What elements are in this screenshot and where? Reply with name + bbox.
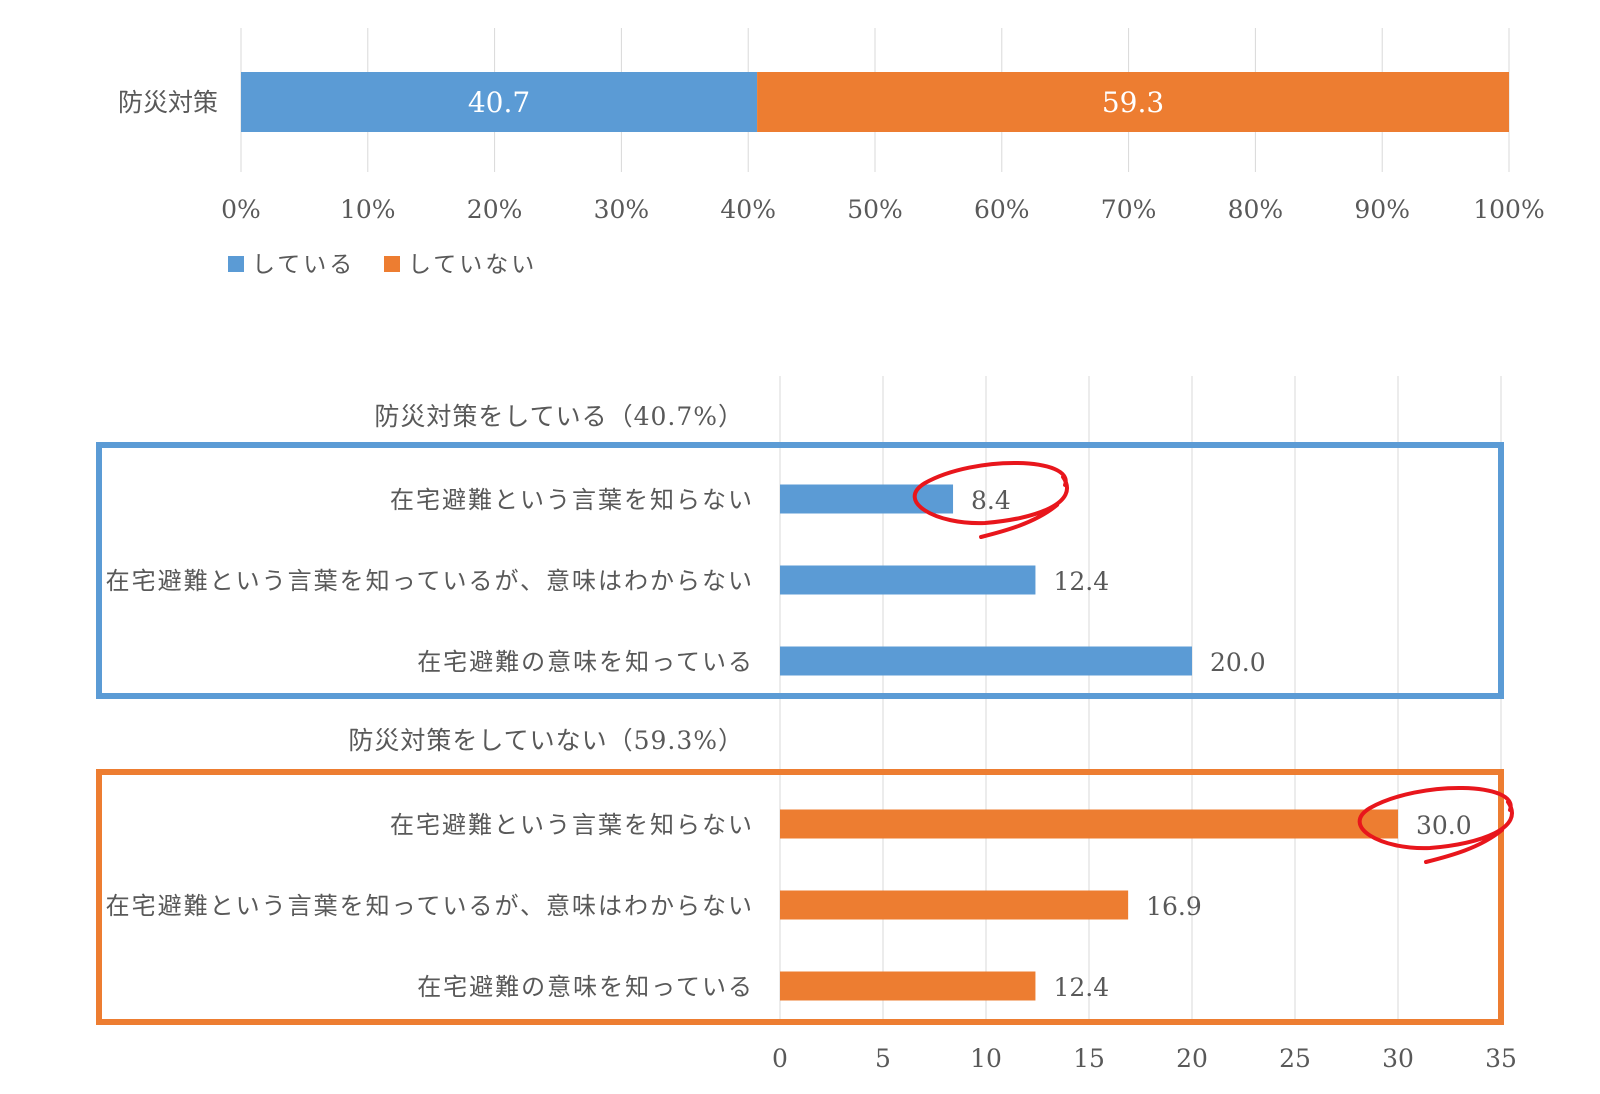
stacked-bar-chart: 0% 10% 20% 30% 40% 50% 60% 70% 80% 90% 100% 防災対策 40.… <box>118 28 1545 278</box>
bar <box>780 646 1192 676</box>
category-label: 在宅避難という言葉を知らない <box>390 486 754 514</box>
x-tick-label: 30 <box>1382 1044 1414 1073</box>
x-tick-label: 80% <box>1228 195 1284 224</box>
group-box <box>96 442 1504 699</box>
x-tick-label: 10% <box>340 195 396 224</box>
category-label: 在宅避難という言葉を知っているが、意味はわからない <box>106 892 754 920</box>
x-tick-label: 0% <box>221 195 261 224</box>
x-tick-label: 20 <box>1176 1044 1208 1073</box>
bar <box>780 484 954 514</box>
bar <box>780 971 1036 1001</box>
group-header: 防災対策をしていない（59.3%） <box>348 726 744 755</box>
x-tick-label: 15 <box>1073 1044 1105 1073</box>
x-tick-label: 10 <box>970 1044 1002 1073</box>
category-label: 在宅避難の意味を知っている <box>417 973 754 1001</box>
data-label: 40.7 <box>468 86 530 119</box>
data-label: 12.4 <box>1053 973 1109 1002</box>
data-label: 20.0 <box>1210 648 1266 677</box>
bar <box>780 565 1036 595</box>
grouped-bar-chart: 0 5 10 15 20 25 30 35 防災対策をしている（40.7%） 在宅避難という言葉を… <box>96 376 1517 1073</box>
bar-segment <box>757 72 1509 132</box>
legend-swatch <box>228 256 244 272</box>
x-tick-label: 50% <box>847 195 903 224</box>
data-label: 30.0 <box>1416 811 1472 840</box>
category-label: 在宅避難という言葉を知らない <box>390 811 754 839</box>
x-tick-label: 70% <box>1101 195 1157 224</box>
highlight-circle <box>912 461 1069 539</box>
data-label: 12.4 <box>1053 567 1109 596</box>
x-tick-label: 35 <box>1485 1044 1517 1073</box>
x-tick-label: 5 <box>875 1044 891 1073</box>
data-label: 8.4 <box>971 486 1011 515</box>
category-label: 在宅避難という言葉を知っているが、意味はわからない <box>106 567 754 595</box>
bar-segment <box>241 72 758 132</box>
highlight-circle <box>1357 786 1514 864</box>
bar <box>780 809 1398 839</box>
data-label: 59.3 <box>1102 86 1164 119</box>
legend-label: している <box>252 252 355 278</box>
x-tick-label: 100% <box>1473 195 1544 224</box>
category-label: 防災対策 <box>118 88 218 117</box>
bar <box>780 890 1129 920</box>
legend-swatch <box>384 256 400 272</box>
x-tick-label: 30% <box>594 195 650 224</box>
x-tick-label: 40% <box>720 195 776 224</box>
group-header: 防災対策をしている（40.7%） <box>374 402 744 431</box>
x-tick-label: 90% <box>1354 195 1410 224</box>
x-tick-label: 60% <box>974 195 1030 224</box>
x-tick-label: 20% <box>467 195 523 224</box>
data-label: 16.9 <box>1146 892 1202 921</box>
category-label: 在宅避難の意味を知っている <box>417 648 754 676</box>
group-box <box>96 769 1504 1025</box>
x-tick-label: 25 <box>1279 1044 1311 1073</box>
x-tick-label: 0 <box>772 1044 788 1073</box>
legend-label: していない <box>408 252 537 278</box>
